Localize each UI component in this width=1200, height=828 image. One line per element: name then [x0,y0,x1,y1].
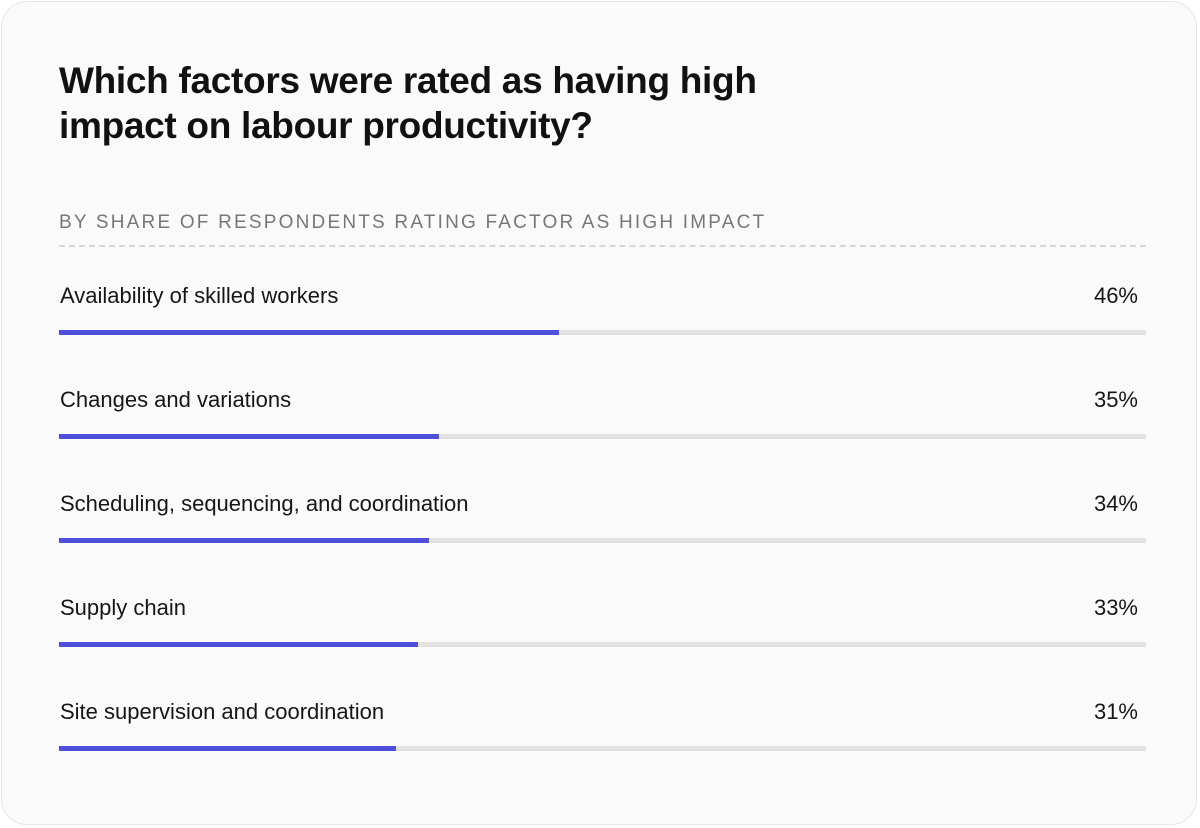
dashed-divider [59,245,1146,247]
bar-value-label: 34% [1093,491,1138,516]
bar-track [59,642,1146,647]
bar-fill [59,434,440,439]
bar-value-label: 31% [1093,699,1138,724]
bar-fill [59,538,429,543]
bar-row: Supply chain 33% [59,594,1146,654]
bar-label: Changes and variations [60,387,292,412]
bar-label: Availability of skilled workers [60,283,339,308]
bar-row: Availability of skilled workers 46% [59,282,1146,342]
bar-row: Site supervision and coordination 31% [59,698,1146,758]
bar-label: Site supervision and coordination [60,699,385,724]
bar-fill [59,642,418,647]
chart-title: Which factors were rated as having high … [59,60,757,146]
chart-subtitle: By share of respondents rating factor as… [59,212,767,233]
bar-fill [59,746,396,751]
bar-track [59,538,1146,543]
bar-label: Scheduling, sequencing, and coordination [60,491,469,516]
bar-value-label: 33% [1093,595,1138,620]
bar-fill [59,330,560,335]
bar-value-label: 46% [1093,283,1138,308]
bar-label: Supply chain [60,595,186,620]
bar-track [59,746,1146,751]
bar-value-label: 35% [1093,387,1138,412]
bar-row: Changes and variations 35% [59,386,1146,446]
bar-track [59,330,1146,335]
bar-track [59,434,1146,439]
bar-row: Scheduling, sequencing, and coordination… [59,490,1146,550]
